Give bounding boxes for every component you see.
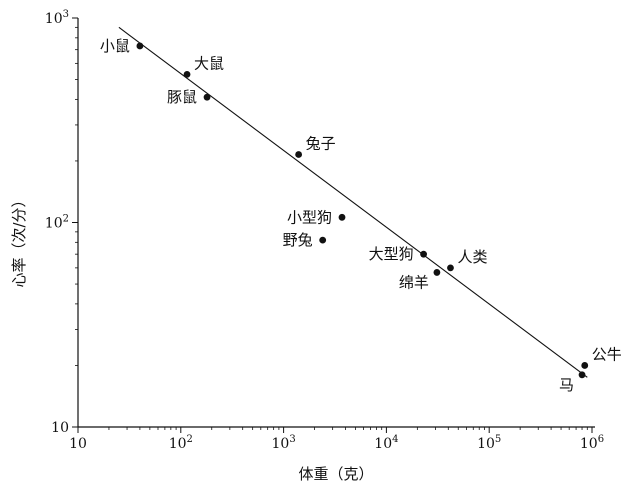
point-label: 公牛: [592, 345, 622, 363]
data-point: [203, 93, 211, 101]
data-point: [338, 213, 346, 221]
data-point: [578, 371, 586, 379]
y-tick-label: 10: [51, 420, 69, 436]
y-axis-title: 心率（次/分）: [10, 192, 28, 287]
data-point: [447, 264, 454, 272]
x-tick-label: 105: [477, 434, 501, 452]
point-label: 绵羊: [399, 273, 429, 291]
trend-line: [118, 26, 588, 378]
data-point: [433, 269, 441, 276]
x-tick-label: 106: [580, 434, 604, 452]
point-label: 人类: [457, 248, 487, 266]
point-label: 大型狗: [369, 245, 414, 263]
y-tick-label: 103: [45, 9, 69, 27]
x-tick-label: 104: [374, 434, 398, 452]
point-label: 兔子: [306, 135, 336, 153]
data-point: [420, 250, 427, 258]
point-label: 马: [559, 376, 574, 394]
x-tick-label: 103: [271, 434, 295, 452]
data-point: [136, 42, 144, 50]
data-point: [581, 362, 589, 369]
data-point: [319, 236, 327, 244]
point-label: 小鼠: [100, 37, 130, 55]
point-label: 豚鼠: [167, 88, 197, 106]
y-tick-label: 102: [45, 214, 69, 232]
point-label: 野兔: [283, 231, 313, 249]
data-point: [295, 151, 303, 158]
data-point: [183, 70, 191, 78]
x-axis-title: 体重（克）: [298, 465, 373, 483]
x-tick-label: 10: [69, 436, 87, 452]
x-tick-label: 102: [169, 434, 193, 452]
point-label: 小型狗: [287, 208, 332, 226]
point-label: 大鼠: [194, 54, 224, 72]
